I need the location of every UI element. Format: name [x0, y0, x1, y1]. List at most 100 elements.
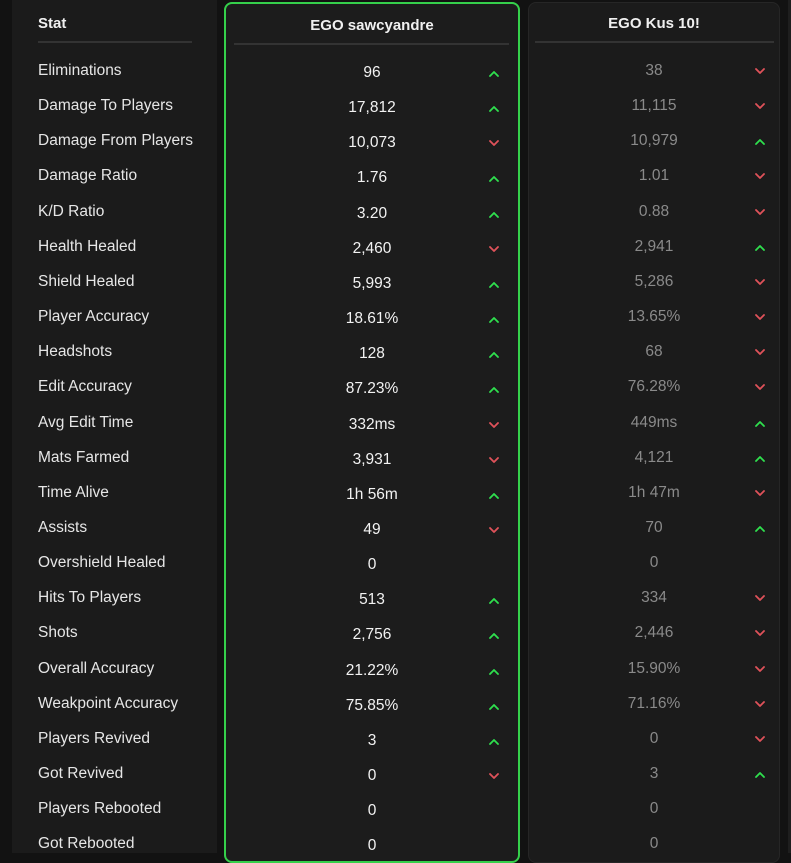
player1-stat-value: 10,073 [348, 133, 396, 151]
player1-column-highlighted[interactable] [224, 2, 520, 863]
chevron-down-icon [489, 771, 499, 781]
stat-label: Assists [38, 518, 88, 536]
chevron-up-icon [755, 136, 765, 146]
chevron-up-icon [489, 68, 499, 78]
player2-stat-value: 76.28% [627, 377, 681, 395]
chevron-up-icon [489, 666, 499, 676]
player2-header[interactable]: EGO Kus 10! [608, 15, 700, 32]
chevron-up-icon [489, 349, 499, 359]
chevron-down-icon [755, 66, 765, 76]
stat-label: Weakpoint Accuracy [38, 694, 179, 712]
stat-header-underline [38, 41, 192, 43]
stat-label: Damage Ratio [38, 166, 138, 184]
player1-stat-value: 2,460 [352, 239, 392, 257]
stat-label: Edit Accuracy [38, 377, 132, 395]
chevron-down-icon [755, 628, 765, 638]
player2-stat-value: 449ms [630, 413, 678, 431]
chevron-up-icon [755, 242, 765, 252]
chevron-down-icon [489, 420, 499, 430]
player1-stat-value: 1h 56m [346, 485, 398, 503]
player1-stat-value: 3,931 [352, 450, 392, 468]
stat-label: Avg Edit Time [38, 413, 134, 431]
player2-stat-value: 38 [645, 61, 663, 79]
stat-label: Shots [38, 623, 78, 641]
player2-stat-value: 15.90% [627, 659, 681, 677]
chevron-down-icon [755, 171, 765, 181]
player1-stat-value: 0 [367, 836, 377, 854]
chevron-up-icon [755, 523, 765, 533]
player1-stat-value: 75.85% [345, 696, 399, 714]
player1-stat-value: 3.20 [356, 204, 388, 222]
stat-label: Shield Healed [38, 272, 135, 290]
chevron-down-icon [755, 488, 765, 498]
stat-label: Damage To Players [38, 96, 173, 114]
player2-stat-value: 70 [645, 518, 663, 536]
chevron-up-icon [755, 418, 765, 428]
stat-label: Headshots [38, 342, 113, 360]
stat-label: K/D Ratio [38, 202, 105, 220]
player1-header[interactable]: EGO sawcyandre [310, 17, 434, 34]
player1-stat-value: 0 [367, 766, 377, 784]
stat-label: Time Alive [38, 483, 109, 501]
stat-label: Player Accuracy [38, 307, 150, 325]
player2-stat-value: 71.16% [627, 694, 681, 712]
player2-stat-value: 13.65% [627, 307, 681, 325]
chevron-up-icon [489, 209, 499, 219]
chevron-down-icon [755, 593, 765, 603]
chevron-down-icon [755, 734, 765, 744]
stat-label: Overall Accuracy [38, 659, 155, 677]
chevron-down-icon [755, 312, 765, 322]
player2-stat-value: 1.01 [638, 166, 670, 184]
stat-label: Damage From Players [38, 131, 194, 149]
player1-stat-value: 332ms [348, 415, 396, 433]
stat-label: Got Rebooted [38, 834, 135, 852]
player2-stat-value: 68 [645, 342, 663, 360]
chevron-down-icon [755, 277, 765, 287]
player2-stat-value: 0 [649, 553, 659, 571]
player1-stat-value: 49 [363, 520, 381, 538]
stat-label: Got Revived [38, 764, 124, 782]
player1-stat-value: 21.22% [345, 661, 399, 679]
player2-stat-value: 2,941 [634, 237, 674, 255]
player1-stat-value: 513 [359, 590, 385, 608]
player2-stat-value: 0 [649, 799, 659, 817]
player2-stat-value: 4,121 [634, 448, 674, 466]
player1-stat-value: 0 [367, 555, 377, 573]
chevron-down-icon [755, 101, 765, 111]
chevron-up-icon [489, 173, 499, 183]
player1-stat-value: 87.23% [345, 379, 399, 397]
chevron-down-icon [755, 347, 765, 357]
chevron-up-icon [489, 279, 499, 289]
player2-stat-value: 0.88 [638, 202, 670, 220]
player2-stat-value: 10,979 [630, 131, 678, 149]
player1-stat-value: 96 [363, 63, 381, 81]
chevron-down-icon [755, 382, 765, 392]
chevron-down-icon [489, 455, 499, 465]
chevron-down-icon [489, 525, 499, 535]
chevron-up-icon [755, 769, 765, 779]
player2-stat-value: 3 [649, 764, 659, 782]
player2-stat-value: 2,446 [634, 623, 674, 641]
right-edge-divider [788, 0, 791, 853]
player2-stat-value: 334 [641, 588, 667, 606]
player1-stat-value: 1.76 [356, 168, 388, 186]
chevron-up-icon [489, 736, 499, 746]
player1-stat-value: 3 [367, 731, 377, 749]
player2-header-underline [535, 41, 774, 43]
chevron-up-icon [489, 701, 499, 711]
stat-label: Eliminations [38, 61, 122, 79]
chevron-down-icon [755, 207, 765, 217]
player2-stat-value: 1h 47m [628, 483, 680, 501]
stat-header: Stat [38, 15, 67, 32]
chevron-up-icon [489, 384, 499, 394]
chevron-up-icon [489, 595, 499, 605]
chevron-up-icon [755, 453, 765, 463]
chevron-down-icon [755, 664, 765, 674]
player2-stat-value: 0 [649, 834, 659, 852]
stat-label: Health Healed [38, 237, 137, 255]
stat-label: Hits To Players [38, 588, 142, 606]
chevron-down-icon [755, 699, 765, 709]
chevron-up-icon [489, 490, 499, 500]
chevron-down-icon [489, 138, 499, 148]
chevron-up-icon [489, 314, 499, 324]
